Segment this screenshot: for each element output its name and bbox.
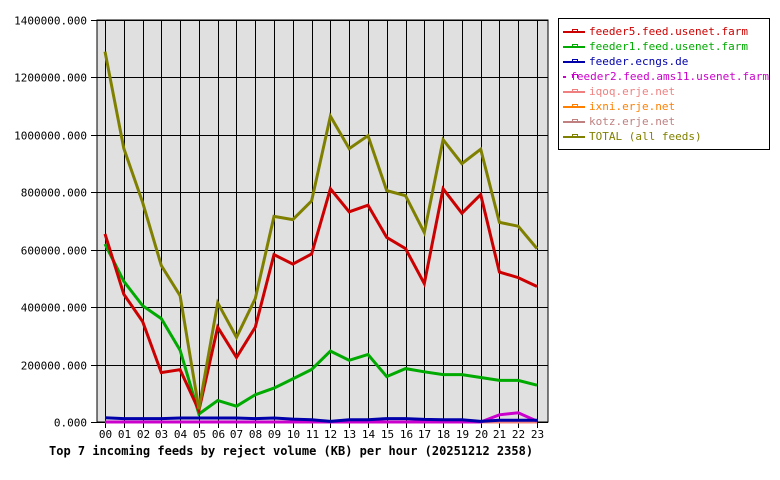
svg-text:11: 11 (306, 428, 319, 441)
series-line (103, 51, 539, 410)
legend-label: feeder.ecngs.de (589, 55, 689, 68)
legend-line-icon (563, 58, 585, 66)
svg-text:19: 19 (456, 428, 469, 441)
legend-item: ixni.erje.net (563, 99, 769, 114)
svg-text:0.000: 0.000 (54, 417, 87, 430)
svg-text:00: 00 (99, 428, 112, 441)
svg-text:800000.000: 800000.000 (21, 187, 87, 200)
svg-text:04: 04 (174, 428, 188, 441)
svg-text:23: 23 (531, 428, 544, 441)
legend-item: feeder2.feed.ams11.usenet.farm (563, 69, 769, 84)
svg-text:15: 15 (381, 428, 394, 441)
x-axis: 00 01 02 03 04 05 06 07 08 09 10 11 12 13 14 15 16 17 18 19… (99, 428, 544, 441)
legend-label: feeder1.feed.usenet.farm (589, 40, 748, 53)
legend-line-icon (563, 43, 585, 51)
legend-item: feeder.ecngs.de (563, 54, 769, 69)
legend-label: feeder5.feed.usenet.farm (589, 25, 748, 38)
series-line (103, 243, 538, 417)
legend-item: TOTAL (all feeds) (563, 129, 769, 144)
y-axis: 0.000 200000.000 400000.000 600000.000 80000… (14, 15, 87, 430)
legend-label: iqoq.erje.net (589, 85, 676, 98)
svg-text:1000000.000: 1000000.000 (14, 130, 87, 143)
svg-text:02: 02 (137, 428, 150, 441)
legend-line-icon (563, 118, 585, 126)
svg-text:10: 10 (287, 428, 300, 441)
svg-text:20: 20 (475, 428, 488, 441)
svg-text:13: 13 (343, 428, 356, 441)
svg-text:17: 17 (418, 428, 431, 441)
legend-label: ixni.erje.net (589, 100, 676, 113)
legend-item: feeder1.feed.usenet.farm (563, 39, 769, 54)
chart-title: Top 7 incoming feeds by reject volume (K… (49, 444, 534, 458)
svg-text:1200000.000: 1200000.000 (14, 72, 87, 85)
legend-line-icon (563, 88, 585, 96)
svg-text:06: 06 (212, 428, 225, 441)
svg-text:09: 09 (268, 428, 281, 441)
series-line (104, 416, 537, 423)
series-line (103, 185, 538, 416)
legend-label: TOTAL (all feeds) (589, 130, 702, 143)
svg-text:12: 12 (324, 428, 337, 441)
svg-text:03: 03 (155, 428, 168, 441)
svg-text:14: 14 (362, 428, 376, 441)
svg-text:21: 21 (493, 428, 506, 441)
legend-label: kotz.erje.net (589, 115, 676, 128)
svg-text:07: 07 (230, 428, 243, 441)
legend-line-icon (563, 73, 578, 81)
svg-text:400000.000: 400000.000 (21, 302, 87, 315)
legend-label: feeder2.feed.ams11.usenet.farm (570, 70, 769, 83)
svg-text:08: 08 (249, 428, 262, 441)
svg-text:22: 22 (512, 428, 525, 441)
legend: feeder5.feed.usenet.farm feeder1.feed.us… (558, 18, 770, 150)
legend-line-icon (563, 103, 585, 111)
legend-item: iqoq.erje.net (563, 84, 769, 99)
svg-text:05: 05 (193, 428, 206, 441)
legend-item: kotz.erje.net (563, 114, 769, 129)
legend-line-icon (563, 133, 585, 141)
data-series (103, 51, 539, 424)
legend-item: feeder5.feed.usenet.farm (563, 24, 769, 39)
svg-text:1400000.000: 1400000.000 (14, 15, 87, 28)
svg-text:600000.000: 600000.000 (21, 245, 87, 258)
legend-line-icon (563, 28, 585, 36)
svg-text:01: 01 (118, 428, 131, 441)
svg-text:16: 16 (400, 428, 413, 441)
svg-text:18: 18 (437, 428, 450, 441)
svg-text:200000.000: 200000.000 (21, 360, 87, 373)
